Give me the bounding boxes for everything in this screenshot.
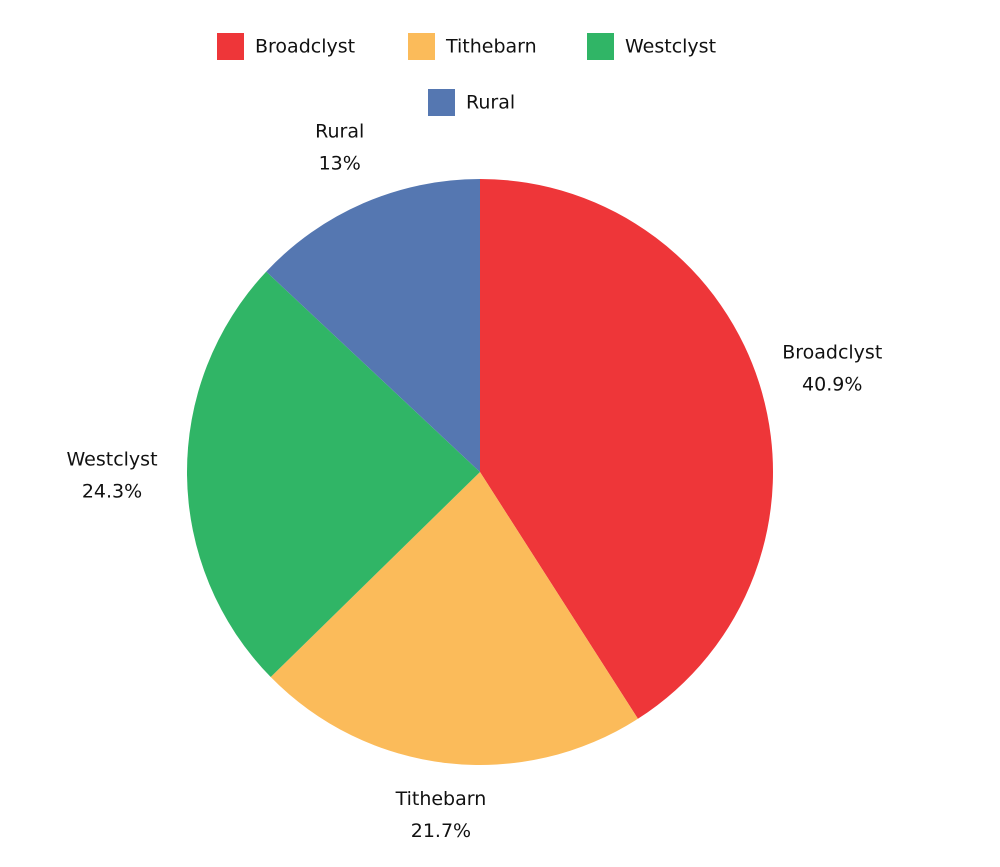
- legend-label: Rural: [466, 92, 515, 114]
- pie-slice: [270, 472, 638, 765]
- legend-swatch: [587, 33, 614, 60]
- legend-label: Broadclyst: [255, 36, 355, 58]
- pie-slice: [480, 179, 773, 719]
- legend-label: Tithebarn: [445, 36, 537, 58]
- slice-label: Rural: [315, 121, 364, 143]
- legend-swatch: [408, 33, 435, 60]
- legend-label: Westclyst: [625, 36, 716, 58]
- slice-value-label: 24.3%: [82, 481, 142, 503]
- slice-value-label: 13%: [319, 153, 361, 175]
- slice-value-label: 40.9%: [802, 373, 862, 395]
- slice-label: Tithebarn: [395, 788, 487, 810]
- pie-slice: [266, 179, 480, 472]
- slice-value-label: 21.7%: [411, 820, 471, 842]
- slice-label: Broadclyst: [782, 341, 882, 363]
- legend-swatch: [428, 89, 455, 116]
- pie-slice: [187, 271, 481, 678]
- legend-swatch: [217, 33, 244, 60]
- slice-label: Westclyst: [67, 449, 158, 471]
